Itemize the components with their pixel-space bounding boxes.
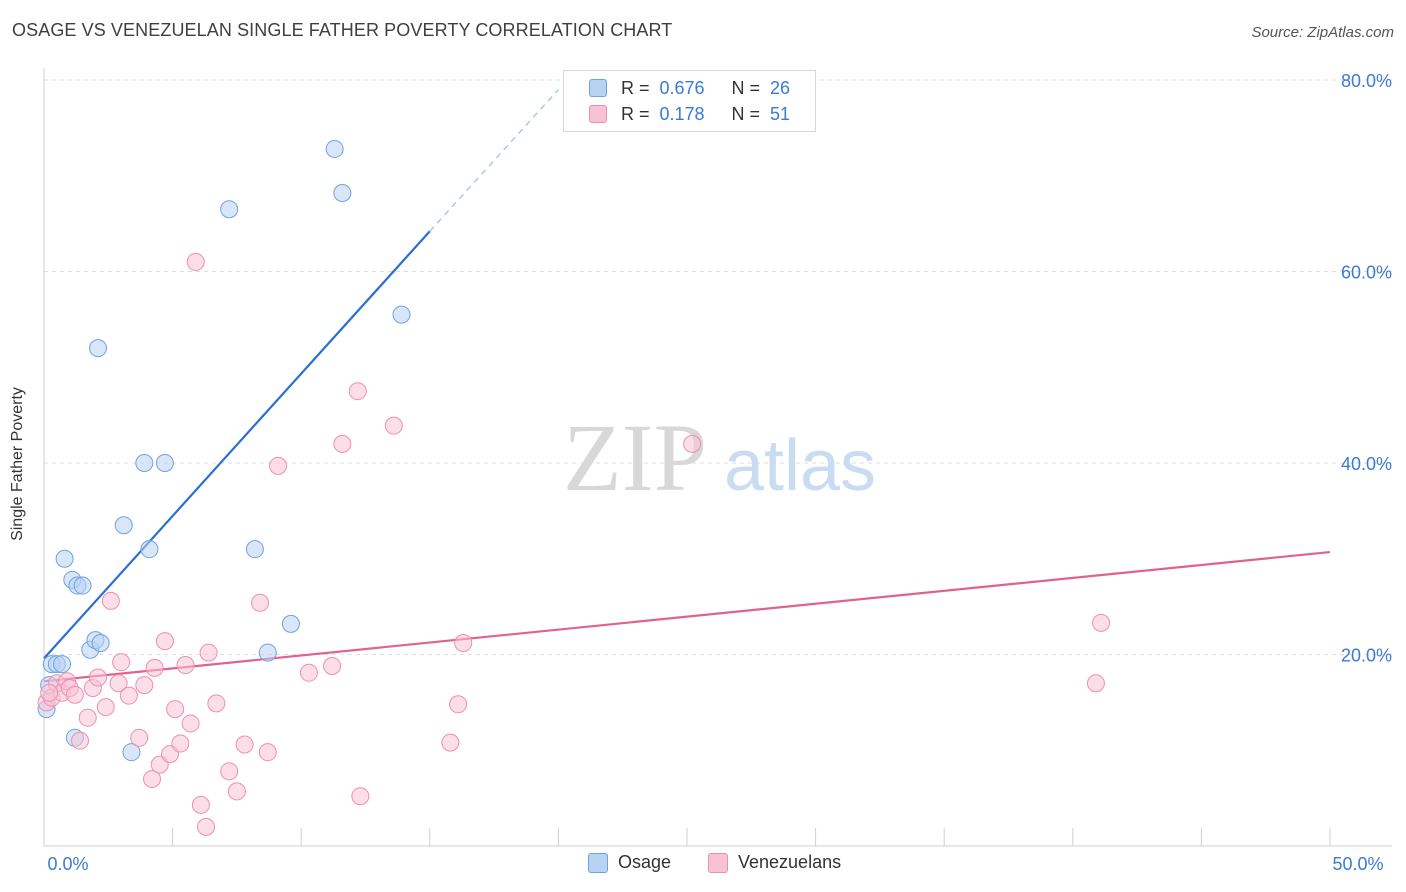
- y-tick-labels: 20.0% 40.0% 60.0% 80.0%: [1341, 71, 1392, 666]
- chart-title: OSAGE VS VENEZUELAN SINGLE FATHER POVERT…: [12, 20, 673, 40]
- series-label-osage: Osage: [618, 852, 672, 872]
- point-venezuelans: [191, 795, 210, 814]
- point-venezuelans: [258, 743, 277, 762]
- source-label: Source: ZipAtlas.com: [1251, 24, 1394, 41]
- point-venezuelans: [207, 694, 226, 713]
- point-osage: [140, 540, 159, 559]
- point-venezuelans: [89, 668, 108, 687]
- point-osage: [333, 183, 352, 202]
- legend-row-osage: R = 0.676 N = 26: [589, 76, 790, 100]
- point-osage: [220, 200, 239, 219]
- point-venezuelans: [1086, 674, 1105, 693]
- point-venezuelans: [449, 695, 468, 714]
- watermark-atlas: atlas: [724, 426, 876, 506]
- legend-r-label: R =: [621, 77, 650, 98]
- point-osage: [281, 614, 300, 633]
- legend-r-label: R =: [621, 103, 650, 124]
- point-osage: [91, 634, 110, 653]
- point-venezuelans: [145, 658, 164, 677]
- x-tick-label-max: 50.0%: [1332, 854, 1383, 874]
- legend-n-label: N =: [731, 77, 761, 98]
- point-osage: [245, 540, 264, 559]
- point-venezuelans: [96, 698, 115, 717]
- point-venezuelans: [181, 714, 200, 733]
- point-osage: [392, 305, 411, 324]
- watermark-zip: ZIP: [563, 404, 707, 511]
- series-legend-venezuelans: Venezuelans: [708, 852, 841, 873]
- trendline-venezuelans: [43, 550, 1331, 683]
- point-venezuelans: [351, 787, 370, 806]
- point-venezuelans: [40, 683, 59, 702]
- y-tick-label: 40.0%: [1341, 454, 1392, 474]
- trendline-extension-osage: [429, 89, 559, 232]
- point-venezuelans: [227, 782, 246, 801]
- x-tick-label-min: 0.0%: [47, 854, 88, 874]
- point-osage: [135, 454, 154, 472]
- trendlines: [43, 89, 1331, 683]
- point-osage: [73, 576, 92, 595]
- point-osage: [122, 743, 141, 762]
- point-osage: [53, 655, 72, 674]
- point-osage: [155, 454, 174, 472]
- point-venezuelans: [683, 434, 702, 453]
- data-points: [37, 139, 1111, 836]
- point-venezuelans: [109, 674, 128, 693]
- legend-n-value: 51: [770, 103, 791, 124]
- point-venezuelans: [384, 416, 403, 435]
- point-venezuelans: [119, 686, 138, 705]
- point-venezuelans: [199, 643, 218, 662]
- point-venezuelans: [135, 676, 154, 695]
- point-venezuelans: [299, 663, 318, 682]
- legend-r-value: 0.178: [659, 103, 705, 124]
- axes: [43, 68, 1392, 847]
- legend-n-value: 26: [770, 77, 791, 98]
- point-venezuelans: [220, 762, 239, 781]
- point-venezuelans: [78, 708, 97, 727]
- gridlines: [44, 79, 1392, 655]
- point-osage: [258, 643, 277, 662]
- point-venezuelans: [186, 252, 205, 271]
- point-venezuelans: [155, 632, 174, 651]
- point-venezuelans: [1092, 613, 1111, 632]
- series-legend: Osage Venezuelans: [0, 852, 1406, 878]
- y-tick-label: 60.0%: [1341, 263, 1392, 283]
- point-venezuelans: [251, 593, 270, 612]
- series-swatch-venezuelans: [708, 852, 728, 873]
- point-venezuelans: [112, 653, 131, 672]
- point-venezuelans: [130, 728, 149, 747]
- point-osage: [325, 139, 344, 158]
- point-venezuelans: [269, 456, 288, 475]
- point-venezuelans: [235, 735, 254, 754]
- point-venezuelans: [101, 591, 120, 610]
- point-venezuelans: [143, 769, 162, 788]
- legend-swatch-osage: [589, 79, 607, 97]
- trendline-osage: [43, 230, 431, 660]
- series-legend-osage: Osage: [588, 852, 671, 873]
- legend: R = 0.676 N = 26 R = 0.178 N = 51: [563, 70, 816, 132]
- point-venezuelans: [454, 634, 473, 653]
- legend-n-label: N =: [731, 103, 761, 124]
- point-venezuelans: [166, 700, 185, 719]
- point-venezuelans: [65, 685, 84, 704]
- point-venezuelans: [197, 817, 216, 836]
- y-tick-label: 20.0%: [1341, 646, 1392, 666]
- y-tick-label: 80.0%: [1341, 71, 1392, 91]
- point-venezuelans: [323, 656, 342, 675]
- point-venezuelans: [441, 733, 460, 752]
- series-swatch-osage: [588, 852, 608, 873]
- point-osage: [114, 516, 133, 535]
- point-osage: [89, 339, 108, 358]
- point-venezuelans: [171, 734, 190, 753]
- legend-r-value: 0.676: [659, 77, 705, 98]
- series-label-venezuelans: Venezuelans: [738, 852, 842, 872]
- point-venezuelans: [71, 731, 90, 750]
- legend-swatch-venezuelans: [589, 105, 607, 123]
- point-venezuelans: [176, 656, 195, 675]
- legend-row-venezuelans: R = 0.178 N = 51: [589, 102, 790, 126]
- point-venezuelans: [348, 382, 367, 401]
- point-osage: [55, 549, 74, 568]
- point-venezuelans: [333, 434, 352, 453]
